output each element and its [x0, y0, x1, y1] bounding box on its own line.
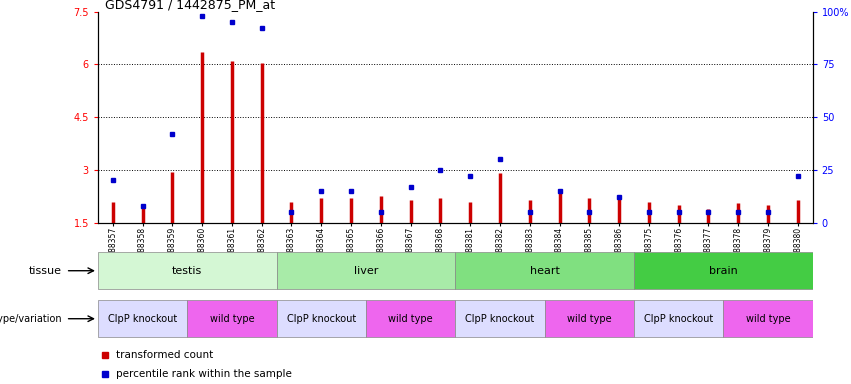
Bar [187, 300, 277, 337]
Text: ClpP knockout: ClpP knockout [465, 314, 534, 324]
Text: wild type: wild type [388, 314, 433, 324]
Text: wild type: wild type [209, 314, 254, 324]
Bar [634, 300, 723, 337]
Text: ClpP knockout: ClpP knockout [644, 314, 713, 324]
Bar [723, 300, 813, 337]
Bar [98, 300, 187, 337]
Bar [455, 300, 545, 337]
Text: wild type: wild type [745, 314, 791, 324]
Text: heart: heart [529, 266, 560, 276]
Bar [277, 300, 366, 337]
Bar [545, 300, 634, 337]
Text: liver: liver [354, 266, 378, 276]
Bar [366, 300, 455, 337]
Text: percentile rank within the sample: percentile rank within the sample [116, 369, 292, 379]
Bar [455, 252, 634, 289]
Text: wild type: wild type [567, 314, 612, 324]
Text: testis: testis [172, 266, 203, 276]
Bar [634, 252, 813, 289]
Text: ClpP knockout: ClpP knockout [287, 314, 356, 324]
Text: ClpP knockout: ClpP knockout [108, 314, 177, 324]
Text: genotype/variation: genotype/variation [0, 314, 62, 324]
Text: tissue: tissue [29, 266, 62, 276]
Text: transformed count: transformed count [116, 350, 213, 360]
Text: GDS4791 / 1442875_PM_at: GDS4791 / 1442875_PM_at [105, 0, 275, 12]
Text: brain: brain [709, 266, 738, 276]
Bar [98, 252, 277, 289]
Bar [277, 252, 455, 289]
